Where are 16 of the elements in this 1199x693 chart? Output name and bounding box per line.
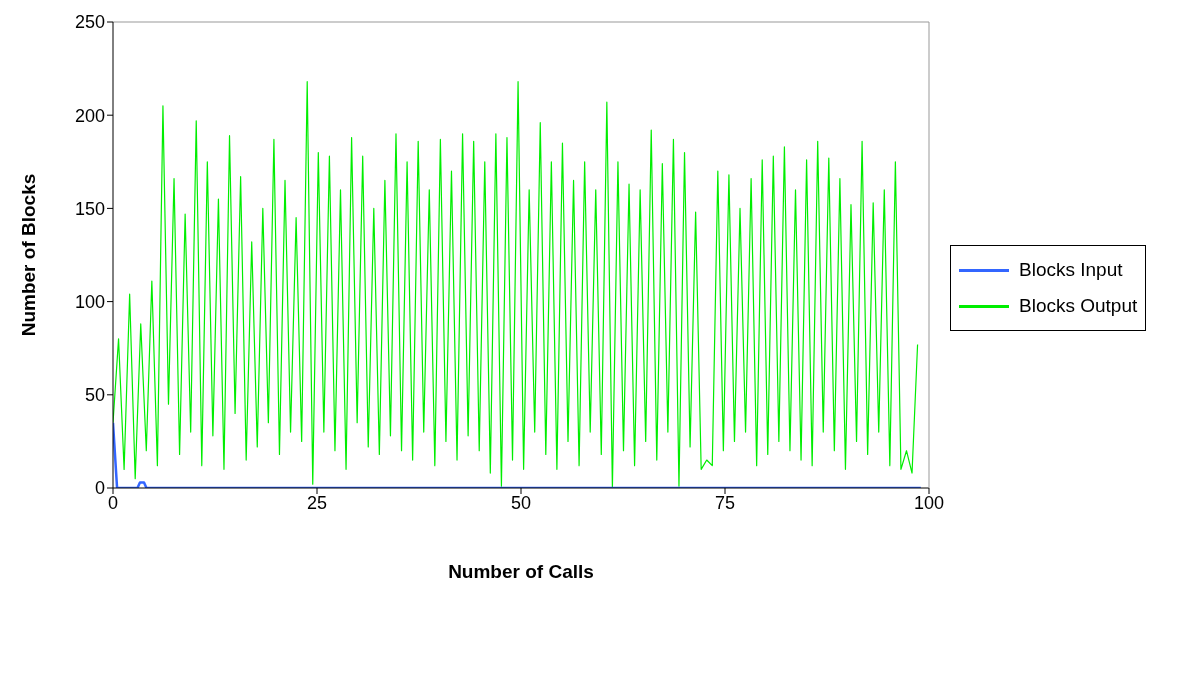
x-tick-label: 0 — [107, 492, 119, 513]
x-tick-label: 75 — [714, 492, 736, 513]
x-tick-label: 25 — [306, 492, 328, 513]
line-series — [113, 81, 919, 488]
y-tick-label: 150 — [74, 198, 105, 219]
x-tick-label: 100 — [913, 492, 945, 513]
y-tick-label: 250 — [74, 12, 105, 33]
y-axis-title: Number of Blocks — [17, 173, 39, 337]
y-tick-label: 200 — [74, 105, 105, 126]
y-tick-label: 50 — [84, 385, 105, 406]
y-tick-label: 0 — [94, 478, 105, 499]
y-tick-label: 100 — [74, 291, 105, 312]
legend-label: Blocks Input — [1019, 259, 1123, 281]
legend-label: Blocks Output — [1019, 295, 1138, 317]
x-tick-label: 50 — [510, 492, 532, 513]
x-axis-title: Number of Calls — [448, 561, 594, 582]
